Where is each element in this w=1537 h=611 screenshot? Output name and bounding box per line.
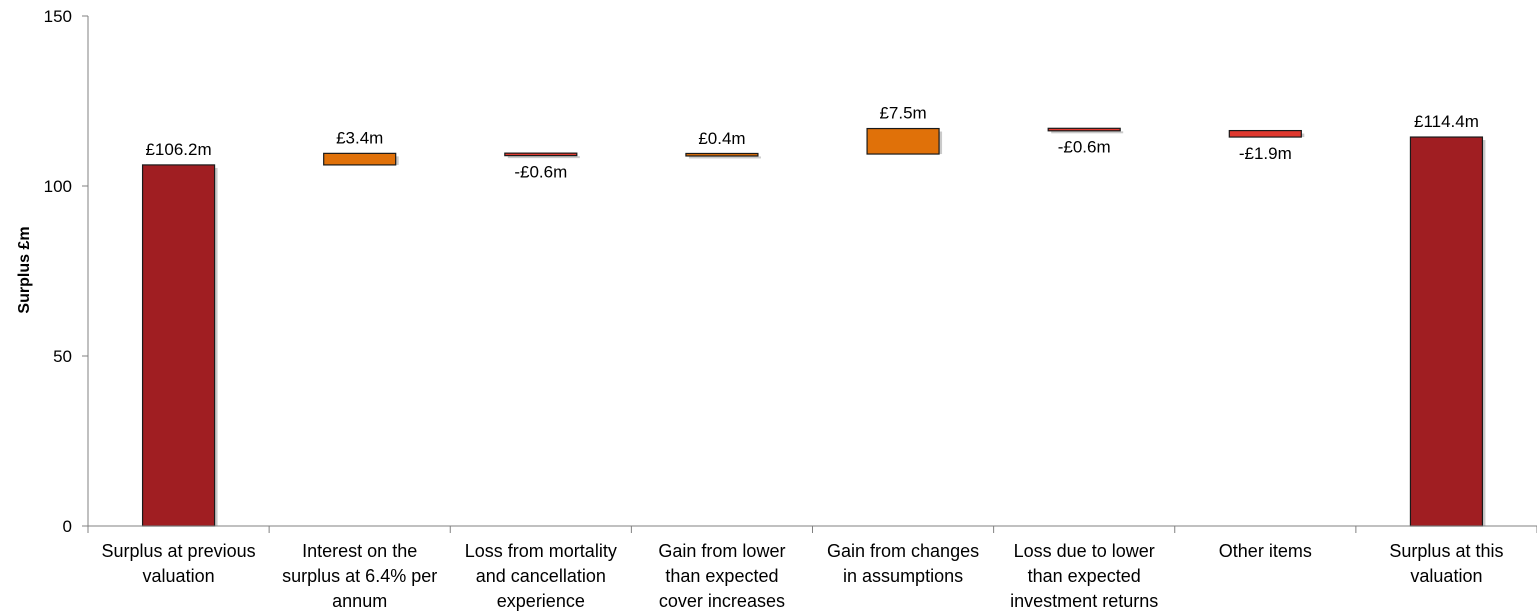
x-category-label: Interest on the	[302, 541, 417, 561]
bars-group	[141, 127, 1484, 527]
bar	[141, 164, 216, 527]
y-tick-label: 150	[44, 7, 72, 26]
y-tick-label: 0	[63, 517, 72, 536]
x-category-label: Loss due to lower	[1014, 541, 1155, 561]
y-tick-label: 50	[53, 347, 72, 366]
data-label: -£0.6m	[514, 162, 567, 181]
data-labels-group: £106.2m £3.4m -£0.6m £0.4m £7.5m -£0.6m -£1.9m…	[145, 104, 1478, 182]
y-axis: 0 50 100 150	[44, 7, 89, 536]
x-category-label: experience	[497, 591, 585, 611]
x-category-label: valuation	[1410, 566, 1482, 586]
data-label: -£1.9m	[1239, 144, 1292, 163]
x-category-label: Gain from lower	[658, 541, 785, 561]
x-axis	[87, 525, 1537, 533]
x-category-label: Other items	[1219, 541, 1312, 561]
category-labels-group: Surplus at previous valuation Interest on …	[102, 541, 1504, 611]
x-category-label: cover increases	[659, 591, 785, 611]
x-category-label: in assumptions	[843, 566, 963, 586]
bar	[685, 152, 759, 157]
bar	[504, 152, 578, 157]
bar-shadow	[507, 156, 580, 159]
bar	[866, 127, 940, 155]
bar-shadows	[145, 131, 1486, 527]
x-category-label: investment returns	[1010, 591, 1158, 611]
bar	[1228, 129, 1302, 138]
x-category-label: Loss from mortality	[465, 541, 617, 561]
data-label: £106.2m	[145, 140, 211, 159]
y-axis-title: Surplus £m	[16, 226, 33, 313]
bar	[323, 152, 397, 166]
data-label: £0.4m	[698, 129, 745, 148]
bar	[1409, 136, 1484, 527]
x-category-label: Gain from changes	[827, 541, 979, 561]
x-category-label: Surplus at previous	[102, 541, 256, 561]
data-label: -£0.6m	[1058, 138, 1111, 157]
y-tick-label: 100	[44, 177, 72, 196]
data-label: £3.4m	[336, 128, 383, 147]
data-label: £7.5m	[879, 104, 926, 123]
x-category-label: than expected	[1028, 566, 1141, 586]
bar-shadow	[1051, 131, 1124, 134]
x-category-label: Surplus at this	[1389, 541, 1503, 561]
x-category-label: surplus at 6.4% per	[282, 566, 437, 586]
x-category-label: and cancellation	[476, 566, 606, 586]
bar-shadow	[688, 156, 761, 159]
bar	[1047, 127, 1121, 132]
x-category-label: than expected	[665, 566, 778, 586]
x-category-label: annum	[332, 591, 387, 611]
data-label: £114.4m	[1414, 112, 1479, 131]
x-category-label: valuation	[143, 566, 215, 586]
